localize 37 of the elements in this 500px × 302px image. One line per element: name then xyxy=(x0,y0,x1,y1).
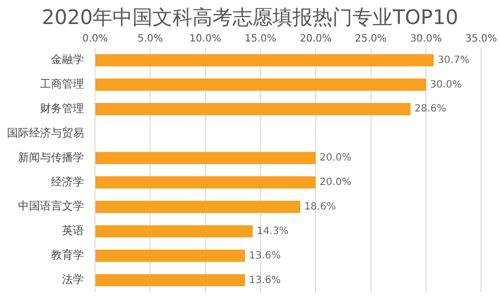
x-tick-label: 0.0% xyxy=(82,34,108,45)
y-tick-label: 法学 xyxy=(62,273,84,286)
y-tick-label: 教育学 xyxy=(51,248,84,262)
data-label: 30.0% xyxy=(430,79,462,90)
x-tick-label: 30.0% xyxy=(410,34,442,45)
data-label: 20.0% xyxy=(320,177,352,188)
bar xyxy=(96,176,316,189)
chart-title: 2020年中国文科高考志愿填报热门专业TOP10 xyxy=(40,4,460,31)
data-label: 28.6% xyxy=(414,104,446,115)
data-label: 30.7% xyxy=(438,54,470,66)
bar xyxy=(96,54,434,66)
y-tick-label: 财务管理 xyxy=(40,102,84,115)
x-tick-label: 10.0% xyxy=(189,34,222,45)
x-tick-label: 35.0% xyxy=(465,34,498,45)
data-label: 14.3% xyxy=(256,226,289,237)
bar xyxy=(96,152,316,164)
x-tick-label: 5.0% xyxy=(137,34,163,45)
y-tick-label: 新闻与传播学 xyxy=(18,150,84,164)
bar xyxy=(96,78,426,91)
x-tick-label: 15.0% xyxy=(244,34,276,45)
bar xyxy=(96,250,246,262)
bar xyxy=(96,200,300,213)
data-label: 18.6% xyxy=(304,201,336,212)
y-tick-label: 工商管理 xyxy=(40,78,84,91)
y-tick-label: 国际经济与贸易 xyxy=(7,126,84,140)
y-tick-label: 金融学 xyxy=(51,53,84,66)
y-tick-label: 经济学 xyxy=(51,175,84,188)
bar xyxy=(96,102,411,116)
y-tick-label: 中国语言文学 xyxy=(18,200,84,213)
bar xyxy=(96,274,246,286)
data-label: 13.6% xyxy=(249,250,281,262)
x-tick-label: 20.0% xyxy=(300,34,332,45)
x-tick-label: 25.0% xyxy=(354,34,387,45)
data-label: 20.0% xyxy=(320,152,352,164)
y-tick-label: 英语 xyxy=(62,224,84,238)
bar xyxy=(96,225,253,238)
data-label: 13.6% xyxy=(249,274,281,286)
